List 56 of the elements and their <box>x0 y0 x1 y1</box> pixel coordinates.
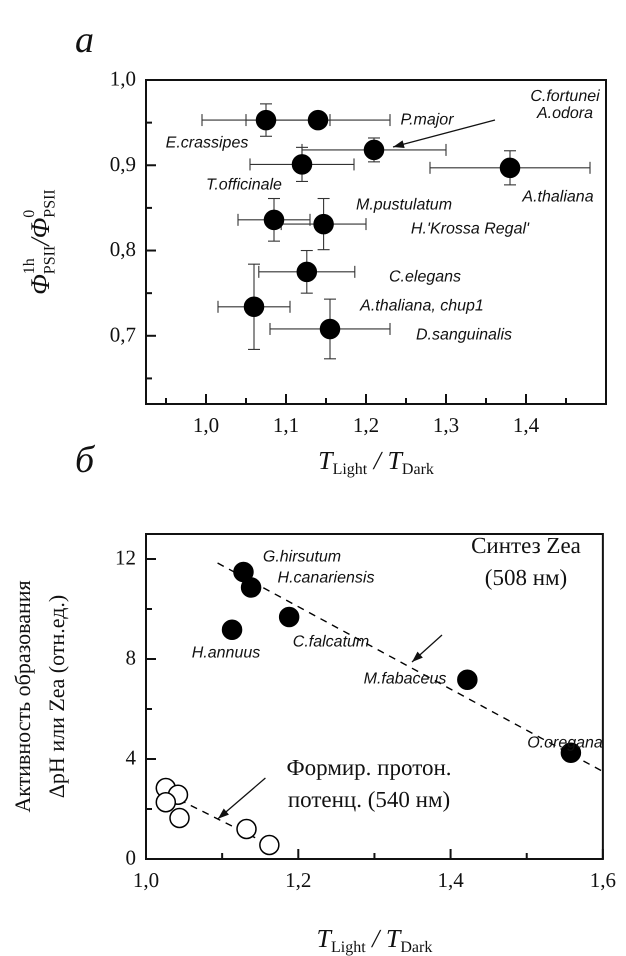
annotation: C.falcatum <box>292 633 370 650</box>
annotation: D.sanguinalis <box>416 326 512 344</box>
x-tick-label: 1,4 <box>512 413 540 438</box>
x-tick-label: 1,6 <box>590 868 616 892</box>
point <box>222 620 242 640</box>
point <box>364 140 384 160</box>
annotation: H.canariensis <box>278 569 374 586</box>
y-tick-label: 4 <box>126 746 136 770</box>
annotation: T.officinale <box>206 176 282 194</box>
point <box>244 296 264 318</box>
y-axis-title: Активность образования ΔpH или Zea (отн.ед.) <box>10 580 69 813</box>
annotation: M.pustulatum <box>356 196 452 214</box>
point <box>457 670 478 690</box>
annotation: P.major <box>400 111 454 128</box>
annotation: A.thaliana, chup1 <box>359 297 484 314</box>
annotation: G.hirsutum <box>262 548 342 566</box>
point <box>233 562 254 582</box>
point <box>264 210 284 230</box>
point <box>308 110 328 130</box>
annotation: H.annuus <box>192 644 260 662</box>
point <box>240 577 262 598</box>
point <box>169 808 190 828</box>
x-tick-label: 1,4 <box>437 868 464 892</box>
y-tick-label: 0 <box>126 846 136 870</box>
x-tick-label: 1,1 <box>272 413 300 438</box>
point <box>292 154 312 175</box>
point <box>156 792 176 812</box>
point <box>296 262 318 282</box>
y-tick-label: 0,7 <box>110 322 136 346</box>
annotation: M.fabaceus <box>364 670 446 688</box>
y-tick-label: 8 <box>126 646 136 670</box>
point <box>236 818 257 840</box>
annotation: Формир. протон. потенц. (540 нм) <box>286 755 452 812</box>
point <box>256 110 276 130</box>
y-tick-label: 0,8 <box>110 237 136 262</box>
point <box>313 214 334 234</box>
y-tick-label: 12 <box>115 546 136 570</box>
annotation: C.elegans <box>388 268 462 286</box>
y-axis-title: ΦPSII1h/ΦPSII0 <box>21 189 58 295</box>
annotation: H.'Krossa Regal' <box>410 220 530 238</box>
point <box>320 318 340 340</box>
annotation: C.fortunei A.odora <box>530 88 600 122</box>
y-tick-label: 1,0 <box>110 66 136 91</box>
x-tick-label: 1,0 <box>192 413 220 438</box>
annotation: Синтез Zea (508 нм) <box>471 533 581 590</box>
annotation: E.crassipes <box>166 134 248 152</box>
chart-title: а <box>75 18 94 61</box>
x-tick-label: 1,3 <box>432 413 460 438</box>
point <box>278 606 300 628</box>
x-tick-label: 1,2 <box>285 868 312 892</box>
annotation: A.thaliana <box>521 188 594 206</box>
point <box>259 834 280 856</box>
point <box>500 158 520 178</box>
x-tick-label: 1,2 <box>352 413 380 438</box>
chart-title: б <box>75 438 96 481</box>
y-tick-label: 0,9 <box>110 152 136 176</box>
